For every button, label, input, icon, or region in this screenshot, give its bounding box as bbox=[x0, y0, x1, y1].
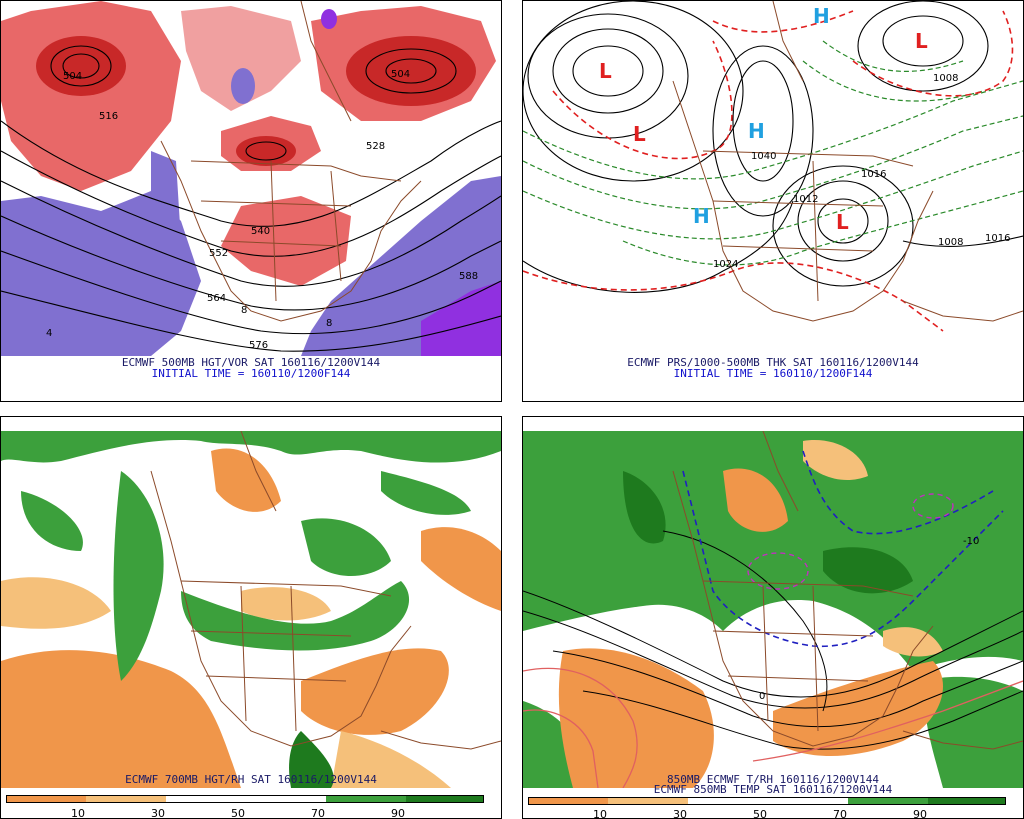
scale-label: 30 bbox=[673, 808, 687, 819]
scale-label: 90 bbox=[913, 808, 927, 819]
rh-dry-areas bbox=[558, 440, 943, 788]
contour-label: 576 bbox=[249, 340, 268, 351]
high-pressure-center: H bbox=[813, 4, 830, 28]
map-pressure-thickness: L L H H L L H 1040 1024 1008 1016 1012 1… bbox=[523, 1, 1023, 356]
rh-color-scale bbox=[528, 797, 1006, 805]
high-pressure-center: H bbox=[748, 119, 765, 143]
initial-time-caption: INITIAL TIME = 160110/1200F144 bbox=[151, 367, 351, 380]
height-contours bbox=[1, 45, 501, 352]
low-pressure-center: L bbox=[599, 59, 612, 83]
contour-label: 540 bbox=[251, 226, 270, 237]
vorticity-min bbox=[231, 68, 255, 104]
scale-label: 70 bbox=[833, 808, 847, 819]
map-caption: ECMWF PRS/1000-500MB THK SAT 160116/1200… bbox=[627, 356, 919, 369]
panel-850mb-temp-rh: 0 -10 850MB ECMWF T/RH 160116/1200V144 E… bbox=[522, 416, 1024, 819]
map-caption: ECMWF 700MB HGT/RH SAT 160116/1200V144 bbox=[125, 773, 377, 786]
vorticity-max bbox=[236, 136, 296, 166]
contour-label: 4 bbox=[46, 328, 52, 339]
map-caption-secondary: ECMWF 850MB TEMP SAT 160116/1200V144 bbox=[653, 783, 893, 796]
political-borders bbox=[672, 1, 1023, 322]
panel-700mb-hgt-rh: ECMWF 700MB HGT/RH SAT 160116/1200V144 1… bbox=[0, 416, 502, 819]
vorticity-negative-region bbox=[1, 191, 201, 356]
temperature-contours-very-cold bbox=[747, 493, 954, 590]
rh-moist-areas bbox=[1, 431, 501, 788]
scale-label: 90 bbox=[391, 807, 405, 819]
map-500mb-vorticity: 504 516 540 552 564 576 588 504 528 4 8 … bbox=[1, 1, 501, 356]
vorticity-max bbox=[346, 36, 476, 106]
map-700mb-rh bbox=[1, 431, 501, 788]
temperature-contours-warm bbox=[523, 667, 1023, 788]
contour-label: 504 bbox=[63, 71, 82, 82]
map-850mb-temp-rh: 0 -10 bbox=[523, 431, 1023, 788]
temperature-contours-cold bbox=[682, 450, 1004, 648]
low-pressure-center: L bbox=[633, 122, 646, 146]
panel-500mb-hgt-vor: 504 516 540 552 564 576 588 504 528 4 8 … bbox=[0, 0, 502, 402]
isobar-label: 1024 bbox=[713, 259, 738, 270]
isobar-label: 1016 bbox=[861, 169, 886, 180]
contour-label: 552 bbox=[209, 248, 228, 259]
political-borders bbox=[672, 431, 1023, 750]
contour-label: 8 bbox=[241, 305, 247, 316]
panel-pressure-thickness: L L H H L L H 1040 1024 1008 1016 1012 1… bbox=[522, 0, 1024, 402]
map-caption: ECMWF 500MB HGT/VOR SAT 160116/1200V144 bbox=[121, 356, 381, 369]
map-caption: 850MB ECMWF T/RH 160116/1200V144 bbox=[667, 773, 879, 786]
scale-label: 10 bbox=[71, 807, 85, 819]
scale-label: 70 bbox=[311, 807, 325, 819]
contour-label: 504 bbox=[391, 69, 410, 80]
contour-label: -10 bbox=[963, 536, 979, 547]
temperature-contours bbox=[523, 530, 1023, 750]
low-pressure-center: L bbox=[915, 29, 928, 53]
isobar-label: 1016 bbox=[985, 233, 1010, 244]
contour-label: 8 bbox=[326, 318, 332, 329]
thickness-lines-cold bbox=[523, 40, 1023, 266]
isobar-label: 1008 bbox=[933, 73, 958, 84]
initial-time-caption: INITIAL TIME = 160110/1200F144 bbox=[673, 367, 873, 380]
contour-label: 0 bbox=[759, 691, 765, 702]
isobar-label: 1008 bbox=[938, 237, 963, 248]
vorticity-negative-region-strong bbox=[421, 281, 501, 356]
rh-dry-areas bbox=[1, 448, 501, 788]
vorticity-positive-region bbox=[221, 196, 351, 286]
isobars bbox=[523, 1, 1023, 293]
scale-label: 10 bbox=[593, 808, 607, 819]
scale-label: 50 bbox=[231, 807, 245, 819]
isobar-label: 1040 bbox=[751, 151, 776, 162]
low-pressure-center: L bbox=[836, 210, 849, 234]
contour-label: 516 bbox=[99, 111, 118, 122]
scale-label: 50 bbox=[753, 808, 767, 819]
vorticity-positive-region bbox=[181, 6, 301, 111]
high-pressure-center: H bbox=[693, 204, 710, 228]
isobar-label: 1012 bbox=[793, 194, 818, 205]
vorticity-max bbox=[36, 36, 126, 96]
political-borders bbox=[160, 1, 422, 322]
rh-moist-areas bbox=[523, 431, 1023, 788]
contour-label: 528 bbox=[366, 141, 385, 152]
contour-label: 588 bbox=[459, 271, 478, 282]
scale-label: 30 bbox=[151, 807, 165, 819]
contour-label: 564 bbox=[207, 293, 226, 304]
vorticity-negative-region bbox=[151, 151, 181, 261]
rh-color-scale bbox=[6, 795, 484, 803]
vorticity-min bbox=[321, 9, 337, 29]
political-borders bbox=[150, 431, 501, 750]
